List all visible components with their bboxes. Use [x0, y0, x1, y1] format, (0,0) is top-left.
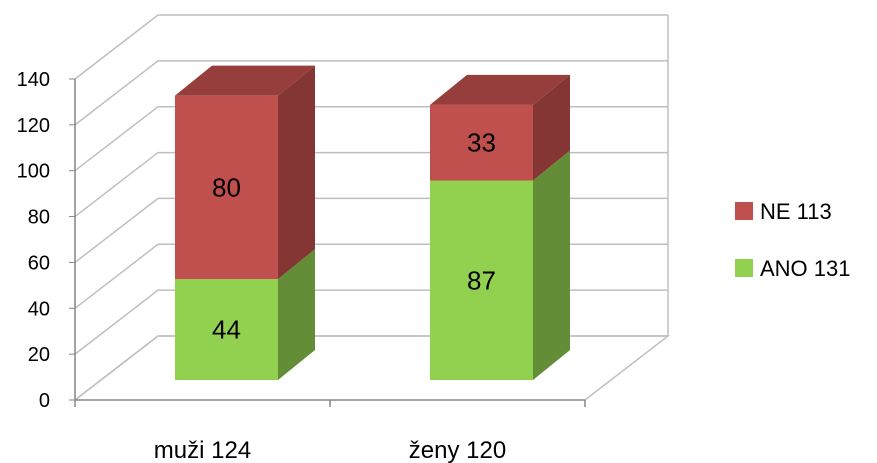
legend-swatch — [735, 259, 753, 277]
gridline — [74, 335, 668, 401]
x-category-label: ženy 120 — [409, 437, 506, 463]
gridline — [74, 105, 668, 172]
bar-front — [175, 279, 278, 380]
gridline — [74, 60, 668, 126]
bar-side — [278, 65, 315, 280]
bar-side — [533, 150, 570, 380]
bar-top — [430, 74, 570, 105]
bar-front — [430, 104, 533, 181]
bar-side — [278, 249, 315, 380]
legend-label: NE 113 — [760, 199, 832, 224]
legend-swatch — [735, 202, 753, 220]
y-tick-label: 40 — [28, 298, 50, 320]
bar-front — [430, 180, 533, 380]
chart-bars — [175, 65, 570, 380]
data-label: 80 — [212, 172, 241, 202]
bar-side — [533, 74, 570, 181]
chart-legend: NE 113 ANO 131 — [735, 199, 851, 281]
data-label: 87 — [467, 265, 496, 295]
gridline — [74, 151, 668, 218]
x-category-label: muži 124 — [154, 437, 251, 463]
chart-data-labels: 44 80 87 33 — [212, 128, 496, 345]
legend-label: ANO 131 — [760, 256, 851, 281]
y-tick-label: 0 — [39, 390, 50, 412]
chart-axes: 0 20 40 60 80 100 120 140 muži 124 ženy 120 — [17, 69, 586, 463]
y-tick-label: 20 — [28, 344, 50, 366]
bar-front — [175, 95, 278, 280]
bar-top — [175, 65, 315, 96]
data-label: 44 — [212, 315, 241, 345]
data-label: 33 — [467, 128, 496, 158]
y-tick-label: 140 — [17, 69, 50, 91]
gridline — [74, 289, 668, 355]
y-tick-label: 100 — [17, 161, 50, 183]
chart-walls — [74, 14, 671, 401]
gridline — [74, 243, 668, 309]
gridline — [74, 14, 668, 80]
y-tick-label: 80 — [28, 207, 50, 229]
gridline — [74, 197, 668, 264]
y-tick-label: 120 — [17, 115, 50, 137]
y-tick-label: 60 — [28, 252, 50, 274]
floor — [74, 335, 671, 401]
